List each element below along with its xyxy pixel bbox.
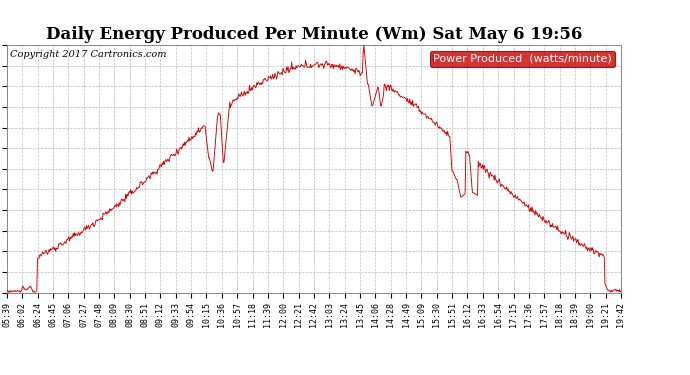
Title: Daily Energy Produced Per Minute (Wm) Sat May 6 19:56: Daily Energy Produced Per Minute (Wm) Sa… <box>46 27 582 44</box>
Legend: Power Produced  (watts/minute): Power Produced (watts/minute) <box>430 51 615 67</box>
Text: Copyright 2017 Cartronics.com: Copyright 2017 Cartronics.com <box>10 50 166 59</box>
